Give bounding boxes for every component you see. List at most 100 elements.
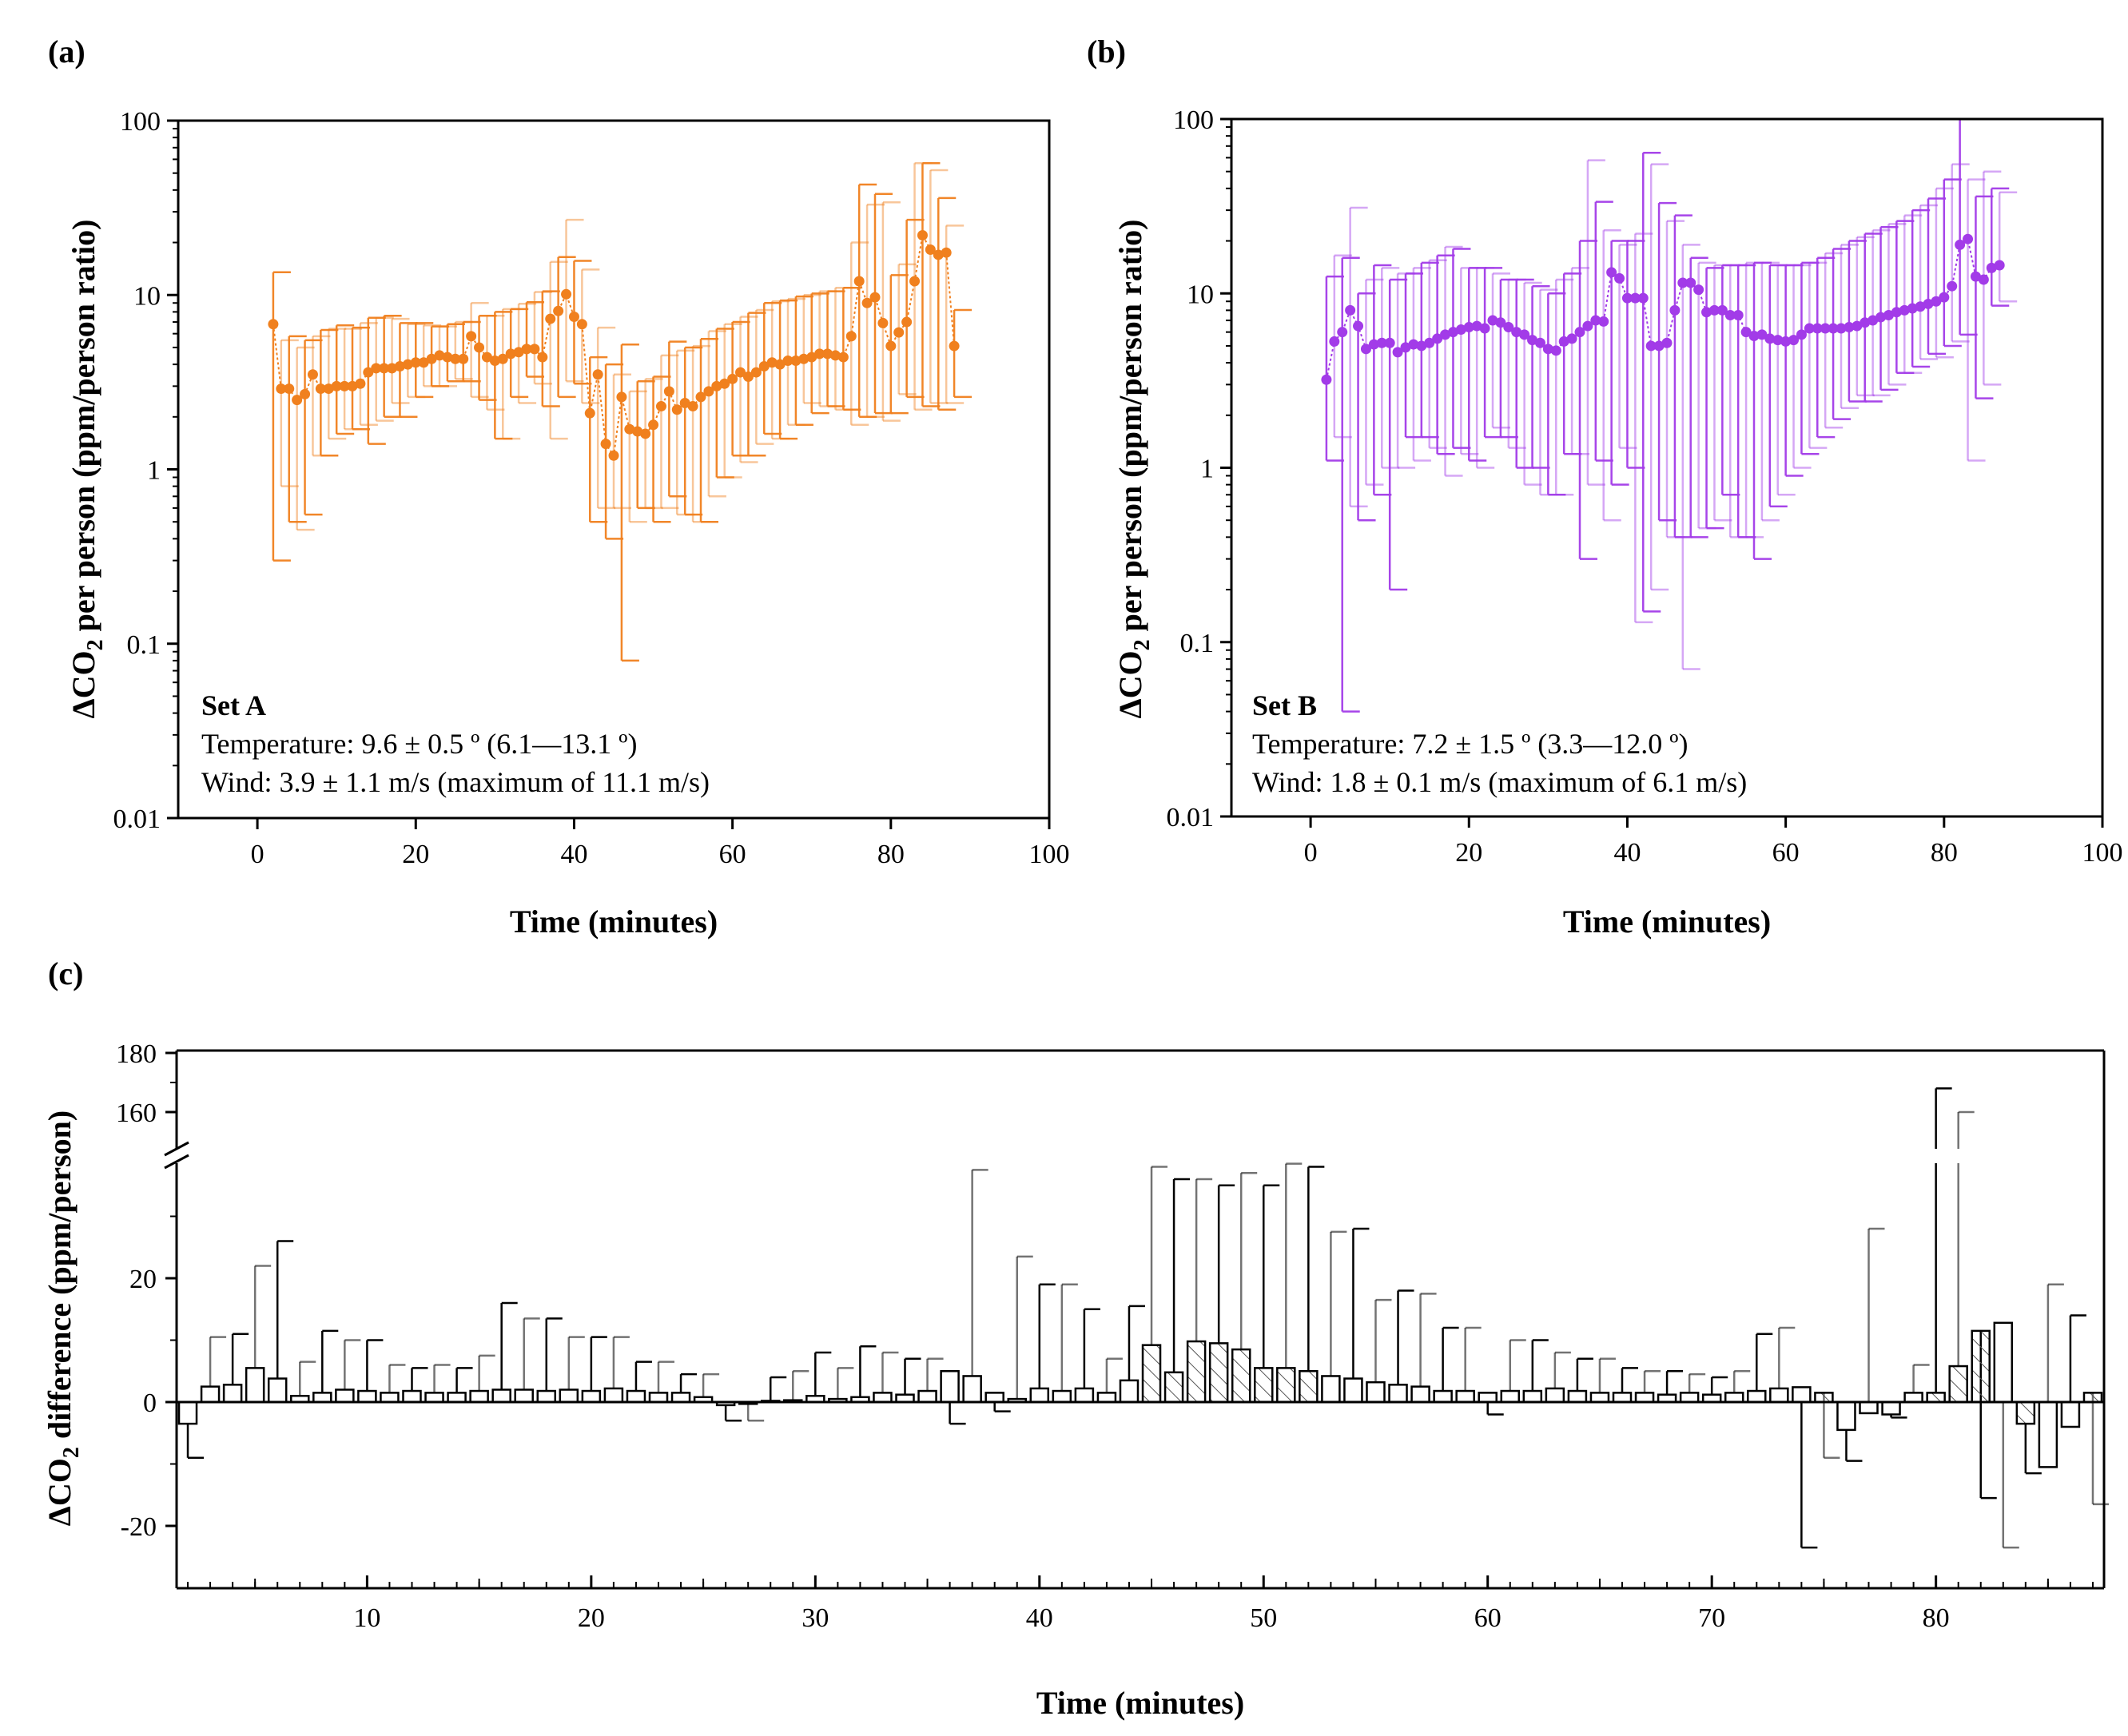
data-point (1384, 337, 1395, 348)
panel-b-xlabel: Time (minutes) (1563, 904, 1771, 940)
data-point (1353, 320, 1364, 332)
data-point (711, 380, 722, 391)
bar (1836, 1400, 1856, 1432)
bar (335, 1388, 355, 1404)
data-point (537, 352, 548, 363)
data-point (608, 450, 619, 461)
data-point (735, 367, 746, 378)
data-point (798, 353, 809, 364)
data-point (1939, 292, 1950, 303)
data-point (1629, 292, 1641, 304)
data-point (837, 352, 849, 363)
data-point (679, 398, 690, 409)
panel-label-a: (a) (48, 34, 86, 70)
bar (1074, 1387, 1095, 1404)
data-point (410, 357, 421, 368)
data-point (845, 331, 857, 342)
data-point (1915, 301, 1926, 312)
bar (357, 1389, 377, 1404)
data-point (1653, 340, 1665, 352)
bar (2038, 1400, 2058, 1468)
data-point (742, 371, 754, 383)
data-point (1598, 316, 1609, 327)
bar (536, 1389, 557, 1404)
bar (1792, 1386, 1812, 1404)
data-point (1527, 335, 1538, 346)
data-point (1558, 336, 1569, 347)
data-point (394, 361, 405, 372)
panel-c-chart: 10 20 30 40 50 60 70 80 -20 0 20 160 180 Time (minu… (42, 1039, 2109, 1721)
y-tick-label: 0.1 (1180, 629, 1215, 658)
x-tick-label: 10 (353, 1603, 380, 1633)
bar (1433, 1389, 1453, 1404)
data-point (933, 249, 944, 260)
y-tick-label: 160 (116, 1098, 157, 1128)
bar (1478, 1392, 1498, 1404)
data-point (1685, 277, 1696, 288)
data-point (371, 363, 382, 374)
data-point (1899, 304, 1910, 316)
data-point (1756, 329, 1768, 340)
data-point (901, 316, 913, 328)
data-point (1828, 323, 1839, 334)
bar (1522, 1389, 1543, 1404)
bar (1366, 1380, 1386, 1404)
data-point (1574, 327, 1585, 338)
bar (1096, 1392, 1117, 1404)
data-point (1836, 323, 1847, 334)
data-point (1463, 322, 1474, 333)
data-point (1606, 267, 1617, 278)
y-tick-label: 100 (1173, 105, 1214, 135)
panel-c-axis-break-mark-1 (164, 1141, 189, 1157)
bar (1545, 1387, 1565, 1404)
x-tick-label: 70 (1698, 1603, 1725, 1633)
data-point (695, 391, 706, 403)
data-point (1321, 374, 1332, 385)
data-point (1495, 317, 1506, 328)
data-point (1796, 329, 1807, 340)
bar (267, 1377, 288, 1404)
bar (1679, 1392, 1700, 1404)
data-point (418, 357, 429, 368)
bar (514, 1388, 534, 1404)
x-tick-label: 100 (2082, 838, 2123, 868)
data-point (655, 401, 666, 412)
data-point (782, 355, 794, 366)
data-point (1986, 262, 1997, 273)
bar (1343, 1377, 1363, 1404)
bar (1859, 1400, 1879, 1415)
data-point (648, 419, 659, 431)
data-point (1479, 323, 1490, 334)
data-point (426, 353, 437, 364)
x-tick-label: 60 (1474, 1603, 1502, 1633)
data-point (861, 297, 873, 308)
data-point (1376, 337, 1387, 348)
data-point (1716, 304, 1728, 316)
data-point (893, 327, 905, 338)
data-point (822, 348, 833, 360)
data-point (1566, 333, 1577, 344)
y-tick-label: 10 (1187, 280, 1214, 309)
x-tick-label: 100 (1029, 840, 1070, 869)
data-point (300, 388, 311, 399)
bar (491, 1388, 511, 1404)
data-point (1883, 310, 1894, 321)
bar (559, 1388, 579, 1404)
data-point (663, 386, 674, 397)
data-point (925, 244, 936, 255)
data-point (292, 395, 303, 406)
data-point (387, 363, 398, 374)
x-tick-label: 80 (1931, 838, 1958, 868)
data-point (1860, 317, 1871, 328)
data-point (545, 313, 556, 324)
panel-c-ylabel: ΔCO2 difference (ppm/person) (42, 1110, 84, 1527)
data-point (1582, 320, 1593, 332)
data-point (1772, 335, 1784, 346)
panel-b-temperature: Temperature: 7.2 ± 1.5 º (3.3—12.0 º) (1252, 728, 1688, 760)
x-tick-label: 20 (402, 840, 429, 869)
bar (984, 1392, 1004, 1404)
data-point (632, 426, 643, 437)
data-point (1432, 333, 1443, 344)
data-point (363, 367, 374, 378)
